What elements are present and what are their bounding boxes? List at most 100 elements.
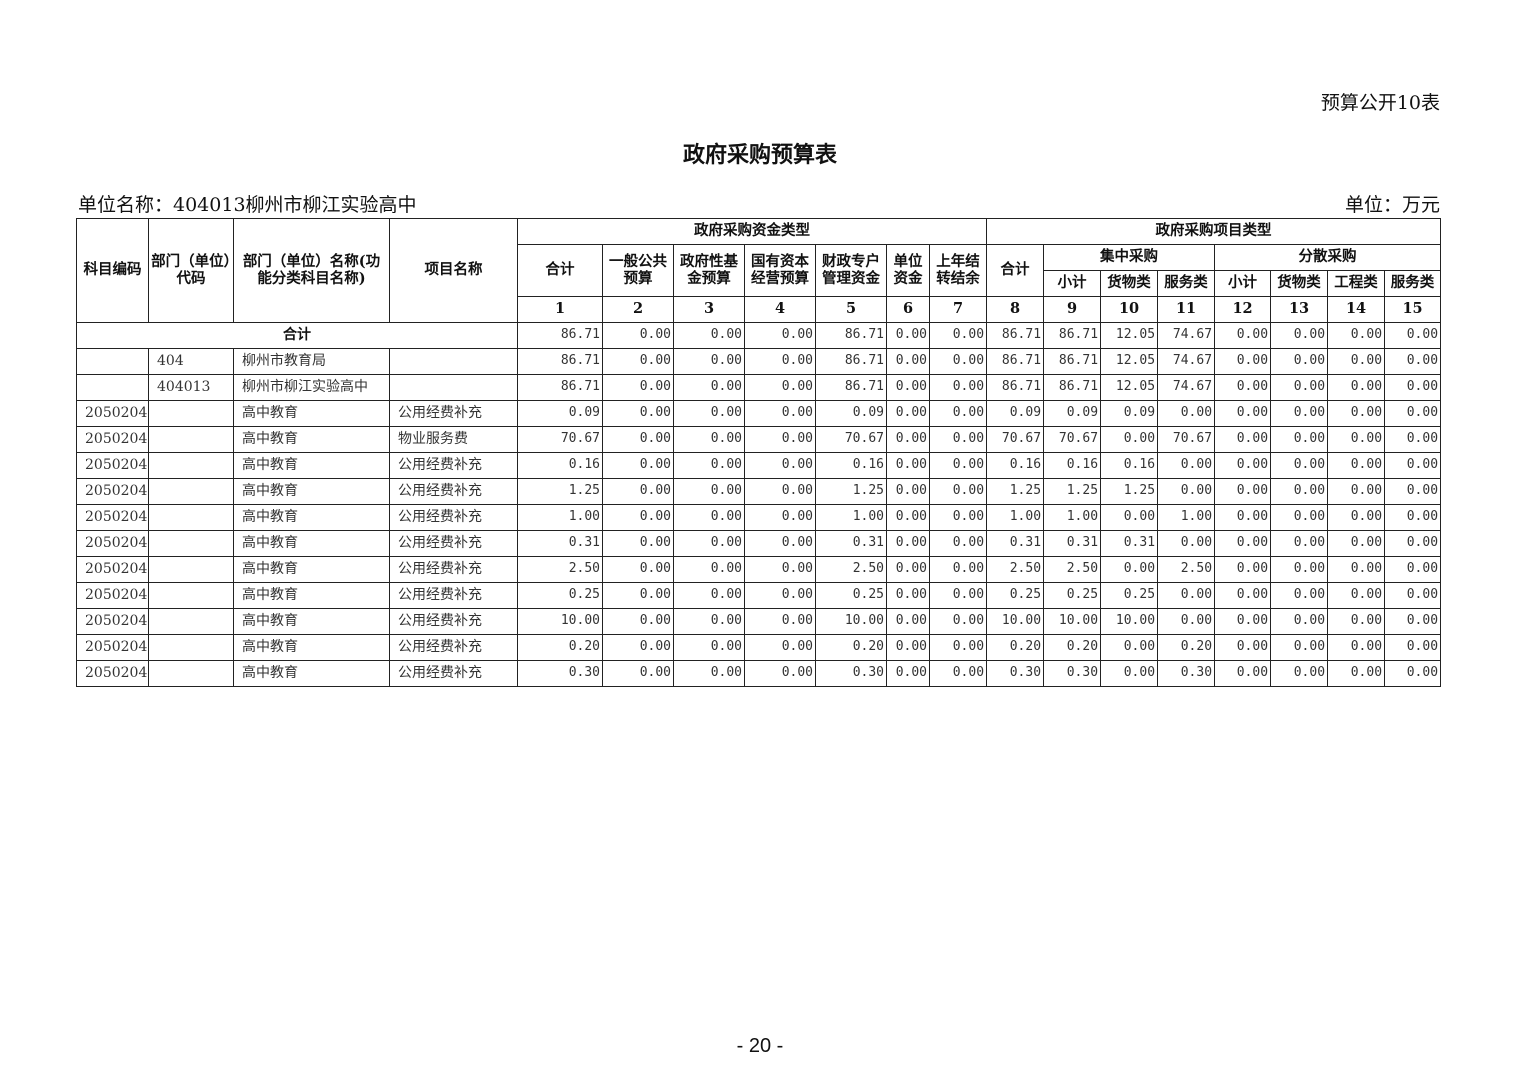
cell-dept-code [148, 504, 234, 531]
table-row: 2050204 高中教育 公用经费补充 2.50 0.00 0.00 0.00 2.50 0.0… [76, 556, 1442, 583]
cell-value: 0.00 [1270, 478, 1329, 505]
cell-value: 0.31 [517, 530, 603, 557]
table-row: 2050204 高中教育 公用经费补充 0.31 0.00 0.00 0.00 0.31 0.0… [76, 530, 1442, 557]
cell-dept-code: 404 [148, 348, 234, 375]
cell-project [389, 374, 518, 401]
header-column-number: 7 [928, 296, 988, 323]
cell-name: 高中教育 [233, 504, 390, 531]
cell-value: 0.00 [673, 426, 745, 453]
cell-value: 0.00 [1327, 426, 1386, 453]
cell-dept-code [148, 530, 234, 557]
cell-value: 12.05 [1100, 322, 1159, 349]
cell-value: 86.71 [517, 374, 603, 401]
cell-value: 70.67 [517, 426, 603, 453]
cell-project: 公用经费补充 [389, 608, 518, 635]
cell-value: 0.00 [1270, 634, 1329, 661]
cell-value: 0.00 [1100, 634, 1159, 661]
cell-value: 0.00 [928, 322, 988, 349]
cell-value: 0.00 [673, 374, 745, 401]
cell-value: 0.00 [1384, 348, 1442, 375]
cell-value: 0.00 [673, 582, 745, 609]
cell-name: 高中教育 [233, 582, 390, 609]
cell-value: 2.50 [517, 556, 603, 583]
cell-dept-code [148, 582, 234, 609]
cell-value: 0.00 [1270, 374, 1329, 401]
cell-value: 0.00 [1327, 608, 1386, 635]
total-label: 合计 [76, 322, 518, 349]
cell-value: 0.00 [1270, 608, 1329, 635]
cell-name: 柳州市柳江实验高中 [233, 374, 390, 401]
cell-value: 0.00 [1384, 504, 1442, 531]
cell-value: 1.00 [517, 504, 603, 531]
cell-project: 公用经费补充 [389, 400, 518, 427]
cell-name: 高中教育 [233, 634, 390, 661]
cell-value: 0.00 [744, 634, 816, 661]
cell-value: 0.00 [886, 608, 930, 635]
cell-value: 0.31 [1100, 530, 1159, 557]
cell-code [76, 374, 149, 401]
cell-value: 2.50 [986, 556, 1045, 583]
header-subject-code: 科目编码 [76, 218, 149, 323]
cell-dept-code [148, 452, 234, 479]
cell-value: 1.00 [986, 504, 1045, 531]
cell-value: 86.71 [1043, 322, 1102, 349]
cell-project [389, 348, 518, 375]
cell-value: 0.09 [1043, 400, 1102, 427]
cell-value: 0.00 [673, 478, 745, 505]
cell-value: 0.00 [1327, 452, 1386, 479]
cell-value: 70.67 [1157, 426, 1216, 453]
cell-value: 0.00 [673, 660, 745, 687]
cell-value: 0.00 [886, 426, 930, 453]
header-project-name: 项目名称 [389, 218, 518, 323]
cell-value: 0.00 [886, 556, 930, 583]
cell-value: 0.16 [986, 452, 1045, 479]
cell-value: 0.09 [517, 400, 603, 427]
header-column-number: 12 [1214, 296, 1272, 323]
cell-value: 0.00 [928, 452, 988, 479]
cell-name: 高中教育 [233, 452, 390, 479]
cell-value: 2.50 [815, 556, 887, 583]
cell-value: 0.00 [673, 530, 745, 557]
cell-value: 0.16 [815, 452, 887, 479]
cell-value: 0.00 [928, 634, 988, 661]
cell-value: 0.00 [602, 400, 674, 427]
cell-value: 0.00 [673, 504, 745, 531]
header-fund-col: 国有资本经营预算 [744, 244, 816, 297]
cell-value: 0.00 [1214, 660, 1272, 687]
cell-value: 0.00 [1157, 452, 1216, 479]
cell-project: 公用经费补充 [389, 504, 518, 531]
cell-value: 0.00 [1327, 660, 1386, 687]
cell-value: 0.00 [1270, 530, 1329, 557]
cell-value: 1.25 [1100, 478, 1159, 505]
table-row: 2050204 高中教育 物业服务费 70.67 0.00 0.00 0.00 70.67 0.… [76, 426, 1442, 453]
cell-project: 公用经费补充 [389, 660, 518, 687]
cell-value: 0.00 [928, 660, 988, 687]
cell-value: 0.00 [602, 582, 674, 609]
cell-value: 0.09 [815, 400, 887, 427]
table-row: 2050204 高中教育 公用经费补充 1.00 0.00 0.00 0.00 1.00 0.0… [76, 504, 1442, 531]
currency-unit: 单位：万元 [1344, 194, 1440, 216]
cell-value: 0.00 [602, 426, 674, 453]
header-column-number: 15 [1384, 296, 1442, 323]
header-dept-name: 部门（单位）名称(功能分类科目名称) [233, 218, 390, 323]
cell-value: 0.00 [744, 530, 816, 557]
header-dispersed-col: 工程类 [1327, 270, 1386, 297]
cell-code: 2050204 [76, 556, 149, 583]
cell-value: 0.00 [1327, 478, 1386, 505]
cell-value: 1.25 [517, 478, 603, 505]
cell-value: 0.20 [986, 634, 1045, 661]
table-row: 2050204 高中教育 公用经费补充 0.16 0.00 0.00 0.00 0.16 0.0… [76, 452, 1442, 479]
cell-value: 2.50 [1157, 556, 1216, 583]
cell-value: 0.00 [928, 530, 988, 557]
cell-value: 86.71 [517, 322, 603, 349]
cell-value: 0.00 [1327, 556, 1386, 583]
cell-project: 公用经费补充 [389, 634, 518, 661]
cell-value: 0.00 [744, 426, 816, 453]
cell-value: 10.00 [986, 608, 1045, 635]
cell-value: 0.00 [1100, 556, 1159, 583]
cell-value: 0.00 [1270, 348, 1329, 375]
cell-value: 0.09 [1100, 400, 1159, 427]
header-column-number: 6 [886, 296, 930, 323]
cell-dept-code [148, 478, 234, 505]
cell-value: 0.00 [928, 504, 988, 531]
